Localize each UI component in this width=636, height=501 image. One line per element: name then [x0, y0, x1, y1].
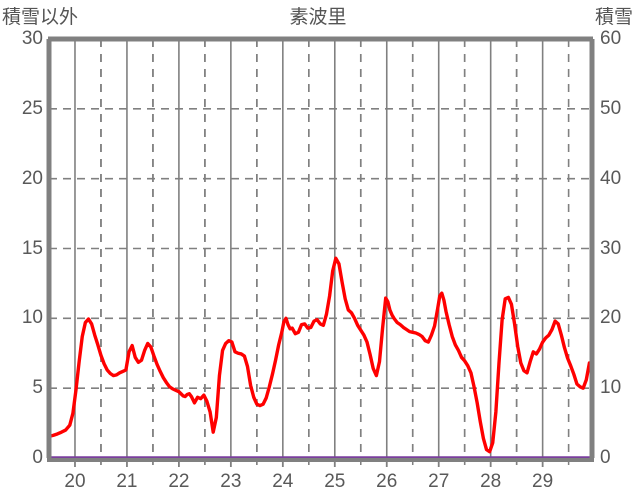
x-axis-tick-label: 29 [532, 471, 554, 492]
right-axis-tick-label: 0 [600, 447, 611, 468]
left-axis-tick-label: 20 [21, 167, 43, 189]
x-axis-tick-label: 28 [480, 471, 502, 492]
right-axis-tick-label: 60 [600, 28, 622, 49]
left-axis-tick-label: 25 [21, 97, 43, 119]
right-axis-tick-label: 20 [600, 307, 622, 329]
x-axis-tick-label: 25 [324, 471, 346, 492]
left-axis-tick-label: 15 [21, 237, 43, 259]
left-axis-tick-label: 30 [21, 28, 43, 49]
left-axis-unit-label: 積雪以外 [2, 7, 79, 28]
x-axis-tick-label: 21 [116, 471, 138, 492]
x-axis-tick-label: 22 [168, 471, 190, 492]
grid-layer [49, 39, 592, 458]
axis-ticks [74, 460, 570, 467]
right-axis-unit-label: 積雪 [594, 7, 633, 28]
x-axis-tick-label: 26 [376, 471, 398, 492]
left-axis-tick-label: 0 [32, 447, 43, 468]
x-axis-tick-label: 24 [272, 471, 294, 492]
left-axis-tick-label: 5 [32, 377, 43, 399]
x-axis-tick-label: 27 [428, 471, 450, 492]
right-axis-tick-label: 40 [600, 167, 622, 189]
right-axis-tick-label: 50 [600, 97, 622, 119]
x-axis-tick-label: 23 [220, 471, 242, 492]
left-axis-tick-label: 10 [21, 307, 43, 329]
right-axis-tick-label: 30 [600, 237, 622, 259]
series-line-non-snow [47, 256, 592, 454]
plot-frame [46, 36, 595, 462]
chart-title: 素波里 [289, 7, 347, 28]
x-axis-tick-label: 20 [64, 471, 86, 492]
right-axis-tick-label: 10 [600, 377, 622, 399]
